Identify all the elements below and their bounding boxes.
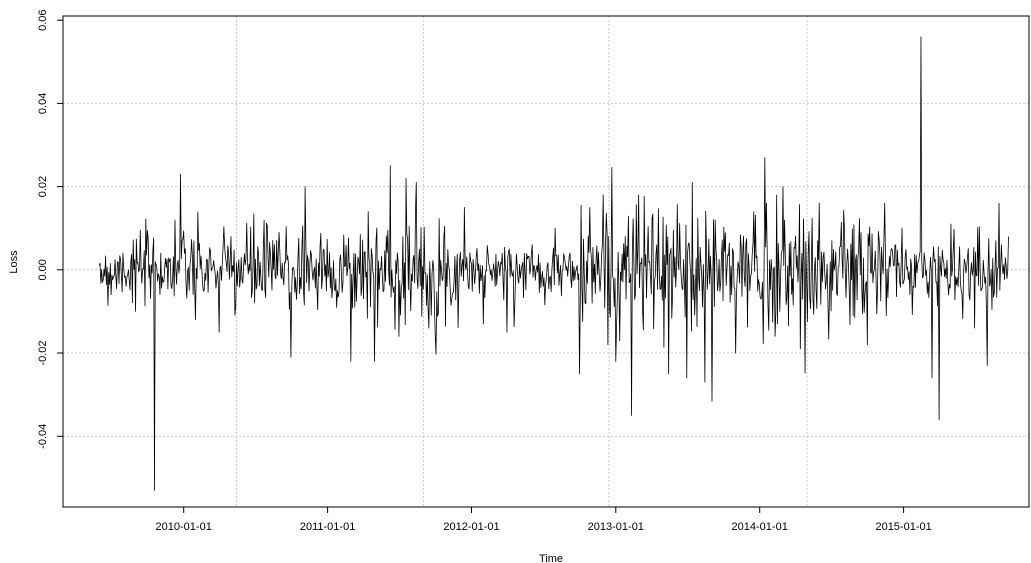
x-tick-label-3: 2013-01-01: [588, 521, 644, 533]
plot-frame: [62, 15, 1030, 508]
x-axis-label: Time: [539, 553, 563, 563]
y-tick-label-3: 0.02: [37, 176, 49, 197]
y-tick-label-4: 0.04: [37, 93, 49, 114]
y-axis: -0.04 -0.02 0.00 0.02 0.04 0.06: [37, 9, 63, 449]
y-tick-label-0: -0.04: [37, 424, 49, 449]
x-tick-label-4: 2014-01-01: [732, 521, 788, 533]
x-tick-label-5: 2015-01-01: [875, 521, 931, 533]
y-tick-label-2: 0.00: [37, 259, 49, 280]
x-axis: 2010-01-01 2011-01-01 2012-01-01 2013-01-01…: [156, 507, 932, 533]
grid-lines: [63, 16, 1029, 507]
y-axis-label: Loss: [8, 250, 20, 274]
x-tick-label-0: 2010-01-01: [156, 521, 212, 533]
y-tick-label-5: 0.06: [37, 9, 49, 30]
series-line-loss: [98, 36, 1009, 491]
x-tick-label-2: 2012-01-01: [443, 521, 499, 533]
y-tick-label-1: -0.02: [37, 340, 49, 365]
x-tick-label-1: 2011-01-01: [300, 521, 355, 533]
